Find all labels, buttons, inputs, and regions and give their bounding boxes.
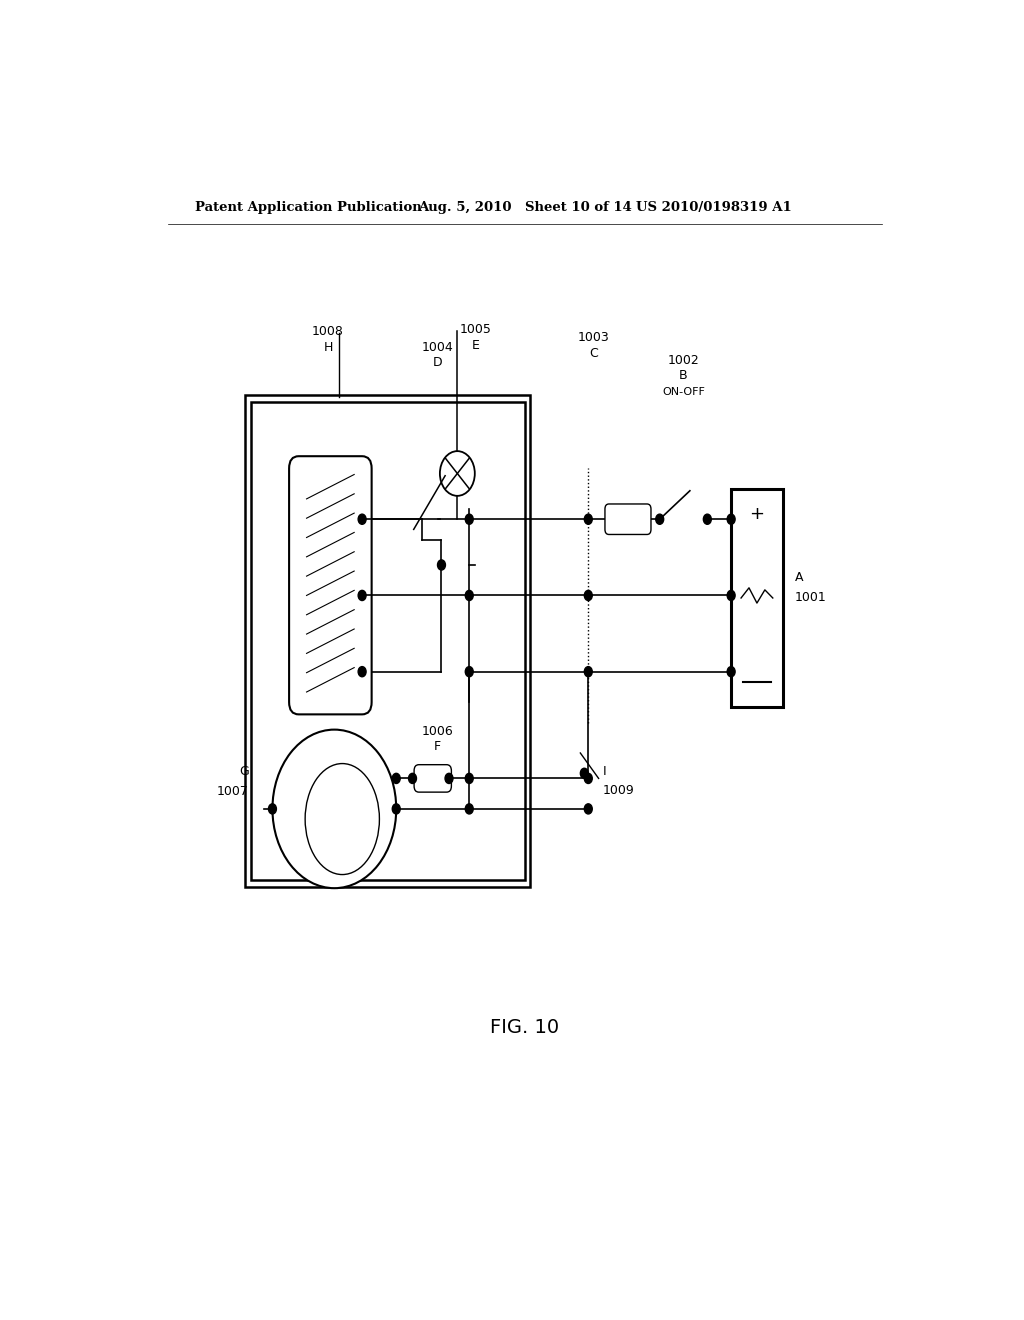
Circle shape <box>727 590 735 601</box>
Circle shape <box>437 560 445 570</box>
Circle shape <box>465 804 473 814</box>
Circle shape <box>440 451 475 496</box>
Text: US 2010/0198319 A1: US 2010/0198319 A1 <box>636 201 792 214</box>
FancyBboxPatch shape <box>289 457 372 714</box>
FancyBboxPatch shape <box>414 764 452 792</box>
Text: Patent Application Publication: Patent Application Publication <box>196 201 422 214</box>
Text: 1009: 1009 <box>602 784 634 797</box>
Text: ON-OFF: ON-OFF <box>663 387 705 397</box>
Text: 1001: 1001 <box>795 591 826 605</box>
Text: 1008: 1008 <box>312 325 344 338</box>
Text: A: A <box>795 570 803 583</box>
Text: Sheet 10 of 14: Sheet 10 of 14 <box>524 201 632 214</box>
Text: 1002: 1002 <box>668 354 699 367</box>
Text: FIG. 10: FIG. 10 <box>490 1018 559 1038</box>
Text: C: C <box>590 347 598 359</box>
Circle shape <box>268 804 276 814</box>
Circle shape <box>585 667 592 677</box>
Circle shape <box>465 590 473 601</box>
Circle shape <box>655 513 664 524</box>
Circle shape <box>465 774 473 784</box>
Text: 1005: 1005 <box>460 323 492 337</box>
Text: I: I <box>602 764 606 777</box>
Text: F: F <box>434 741 441 752</box>
Bar <box>251 403 524 880</box>
Bar <box>731 488 782 708</box>
FancyBboxPatch shape <box>605 504 651 535</box>
Bar <box>246 395 530 887</box>
Circle shape <box>409 774 417 784</box>
Circle shape <box>445 774 453 784</box>
Text: D: D <box>433 356 442 368</box>
Text: E: E <box>472 338 479 351</box>
Circle shape <box>392 774 400 784</box>
Circle shape <box>727 667 735 677</box>
Circle shape <box>585 774 592 784</box>
Text: 1003: 1003 <box>578 331 609 345</box>
Text: G: G <box>239 764 249 777</box>
Circle shape <box>392 804 400 814</box>
Text: B: B <box>679 370 688 381</box>
Text: 1006: 1006 <box>422 725 454 738</box>
Text: H: H <box>324 341 333 354</box>
Circle shape <box>581 768 588 779</box>
Text: Aug. 5, 2010: Aug. 5, 2010 <box>418 201 511 214</box>
Circle shape <box>585 804 592 814</box>
Circle shape <box>585 590 592 601</box>
Circle shape <box>703 513 712 524</box>
Circle shape <box>465 513 473 524</box>
Circle shape <box>358 590 367 601</box>
Circle shape <box>727 513 735 524</box>
Text: +: + <box>750 506 765 523</box>
Circle shape <box>585 513 592 524</box>
Text: 1004: 1004 <box>422 341 454 354</box>
Circle shape <box>272 730 396 888</box>
Circle shape <box>358 667 367 677</box>
Circle shape <box>465 667 473 677</box>
Text: 1007: 1007 <box>217 785 249 799</box>
Circle shape <box>358 513 367 524</box>
